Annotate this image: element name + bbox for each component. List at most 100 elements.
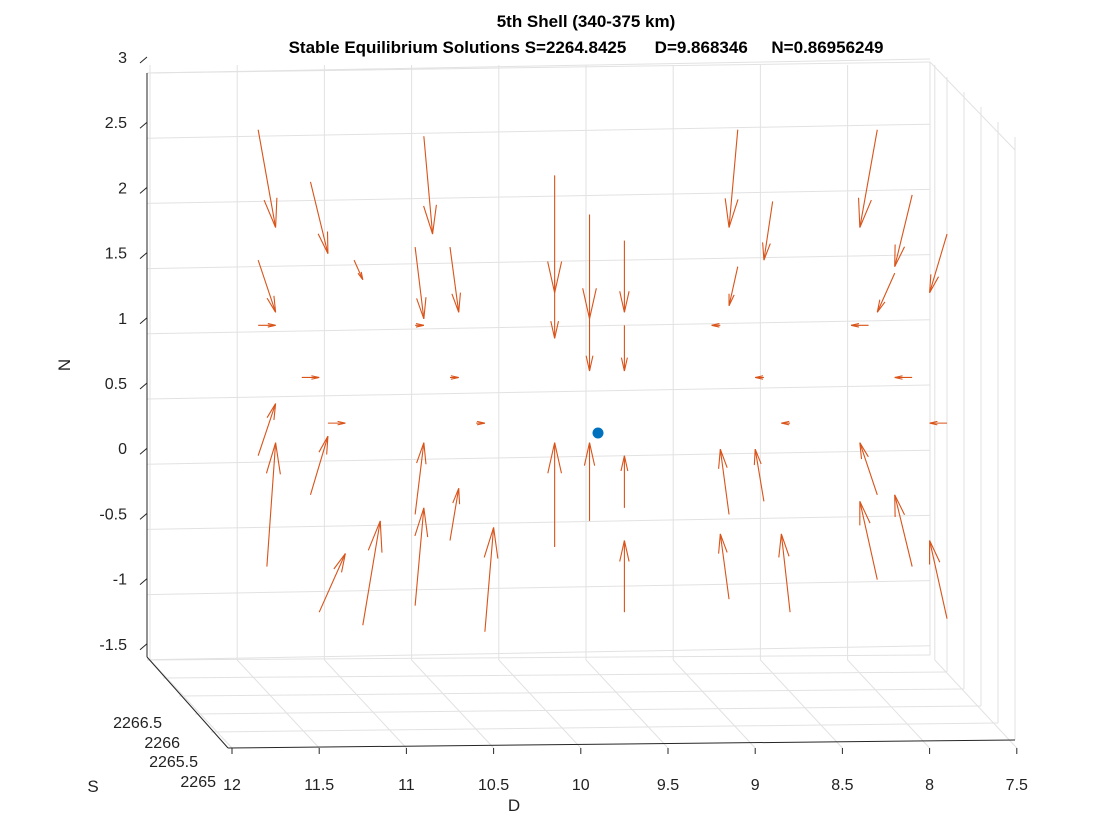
vector-arrow — [724, 129, 739, 228]
vector-arrow — [876, 272, 896, 313]
z-axis-label: N — [55, 359, 74, 371]
vector-arrow — [414, 247, 427, 319]
grid-line-top — [146, 61, 931, 74]
chart-title: 5th Shell (340-375 km) — [497, 12, 676, 31]
x-tick-label: 9 — [751, 777, 760, 794]
vector-arrow — [265, 442, 281, 567]
vector-arrow — [547, 175, 563, 293]
x-tick-label: 7.5 — [1006, 777, 1028, 794]
grid-lines — [146, 58, 1018, 749]
vector-arrow — [547, 442, 563, 547]
x-tick-label: 11 — [398, 777, 415, 794]
y-tick-label: 2265 — [180, 774, 216, 791]
vector-arrow — [620, 325, 628, 372]
grid-line-z — [146, 449, 931, 465]
grid-line-floor — [324, 659, 407, 749]
grid-line-floor — [498, 659, 582, 749]
z-tick-label: 1.5 — [105, 246, 127, 263]
vector-arrow — [859, 501, 878, 580]
z-tick-mark — [139, 121, 148, 129]
grid-line-z — [146, 319, 931, 335]
grid-line-top — [929, 61, 1016, 151]
z-tick-label: -1 — [113, 572, 127, 589]
vector-arrow — [718, 533, 730, 600]
x-tick-label: 10 — [572, 777, 590, 794]
grid-line-floor — [162, 671, 948, 679]
vector-arrow — [414, 507, 429, 606]
vector-arrow — [711, 323, 721, 328]
vector-arrow — [483, 527, 499, 632]
y-tick-label: 2266 — [144, 735, 180, 752]
y-axis-label: S — [87, 777, 98, 796]
grid-line-floor — [672, 659, 756, 749]
vector-arrow — [309, 435, 329, 495]
vector-arrow — [353, 259, 364, 281]
z-tick-mark — [139, 513, 148, 520]
x-axis-label: D — [508, 796, 520, 815]
z-tick-label: 2 — [118, 180, 127, 197]
grid-line-floor — [847, 659, 930, 749]
vector-arrow — [257, 259, 277, 313]
z-tick-label: 1 — [118, 311, 127, 328]
vector-arrow — [449, 247, 461, 313]
vector-arrow — [894, 494, 913, 567]
vector-arrow — [762, 201, 774, 261]
grid-line-z — [146, 384, 931, 400]
grid-line-floor — [146, 654, 931, 661]
z-tick-mark — [139, 382, 148, 390]
y-tick-label: 2265.5 — [149, 754, 198, 771]
vector-arrow — [583, 442, 596, 521]
z-tick-label: 0 — [118, 441, 127, 458]
grid-line-z — [146, 514, 931, 530]
z-tick-mark — [139, 187, 148, 194]
tick-labels: 32.521.510.50-0.5-1-1.512 11.5 11 10.5 10 9.5… — [99, 50, 1028, 794]
z-tick-label: 3 — [118, 50, 127, 67]
x-tick-label: 8.5 — [831, 777, 853, 794]
y-tick-label: 2266.5 — [113, 715, 162, 732]
vector-arrow — [857, 129, 878, 228]
z-tick-label: -1.5 — [99, 637, 127, 654]
vector-arrow — [423, 136, 437, 235]
vector-arrow — [620, 455, 629, 508]
vector-arrow — [449, 488, 461, 541]
z-tick-label: -0.5 — [99, 506, 127, 523]
vector-arrow — [619, 540, 630, 613]
vector-arrow — [258, 323, 276, 328]
vector-arrow — [728, 266, 739, 306]
z-tick-mark — [139, 447, 148, 455]
vector-arrow — [894, 194, 913, 267]
grid-line-z — [146, 645, 931, 661]
vector-arrow — [781, 420, 791, 426]
vector-arrow — [476, 420, 486, 426]
vector-arrow — [929, 233, 948, 293]
vector-arrow — [850, 323, 869, 328]
grid-line-floor — [210, 722, 999, 733]
vector-arrow — [301, 375, 320, 380]
vector-arrow — [755, 375, 764, 380]
grid-line-z — [146, 254, 931, 270]
arrow-series — [257, 129, 948, 632]
z-tick-mark — [139, 578, 148, 585]
chart-subtitle: Stable Equilibrium Solutions S=2264.8425… — [289, 38, 884, 57]
vector-arrow — [778, 533, 791, 613]
x-tick-label: 9.5 — [657, 777, 679, 794]
x-tick-label: 10.5 — [478, 777, 509, 794]
vector-arrow — [753, 448, 765, 502]
vector-arrow — [309, 181, 329, 254]
vector-arrow — [619, 240, 630, 313]
grid-line-z — [146, 188, 931, 204]
vector-arrow — [362, 520, 383, 626]
x-tick-label: 8 — [925, 777, 934, 794]
equilibrium-point — [592, 427, 604, 439]
vector-arrow — [718, 449, 730, 515]
x-tick-label: 12 — [223, 777, 241, 794]
grid-line-z — [146, 123, 931, 139]
vector-arrow — [585, 318, 594, 372]
vector-arrow — [450, 375, 459, 380]
z-tick-label: 0.5 — [105, 376, 127, 393]
grid-line-floor — [236, 659, 320, 749]
grid-line-z — [146, 580, 931, 596]
vector-arrow — [415, 323, 424, 328]
vector-arrow — [859, 442, 878, 496]
z-tick-label: 2.5 — [105, 115, 127, 132]
